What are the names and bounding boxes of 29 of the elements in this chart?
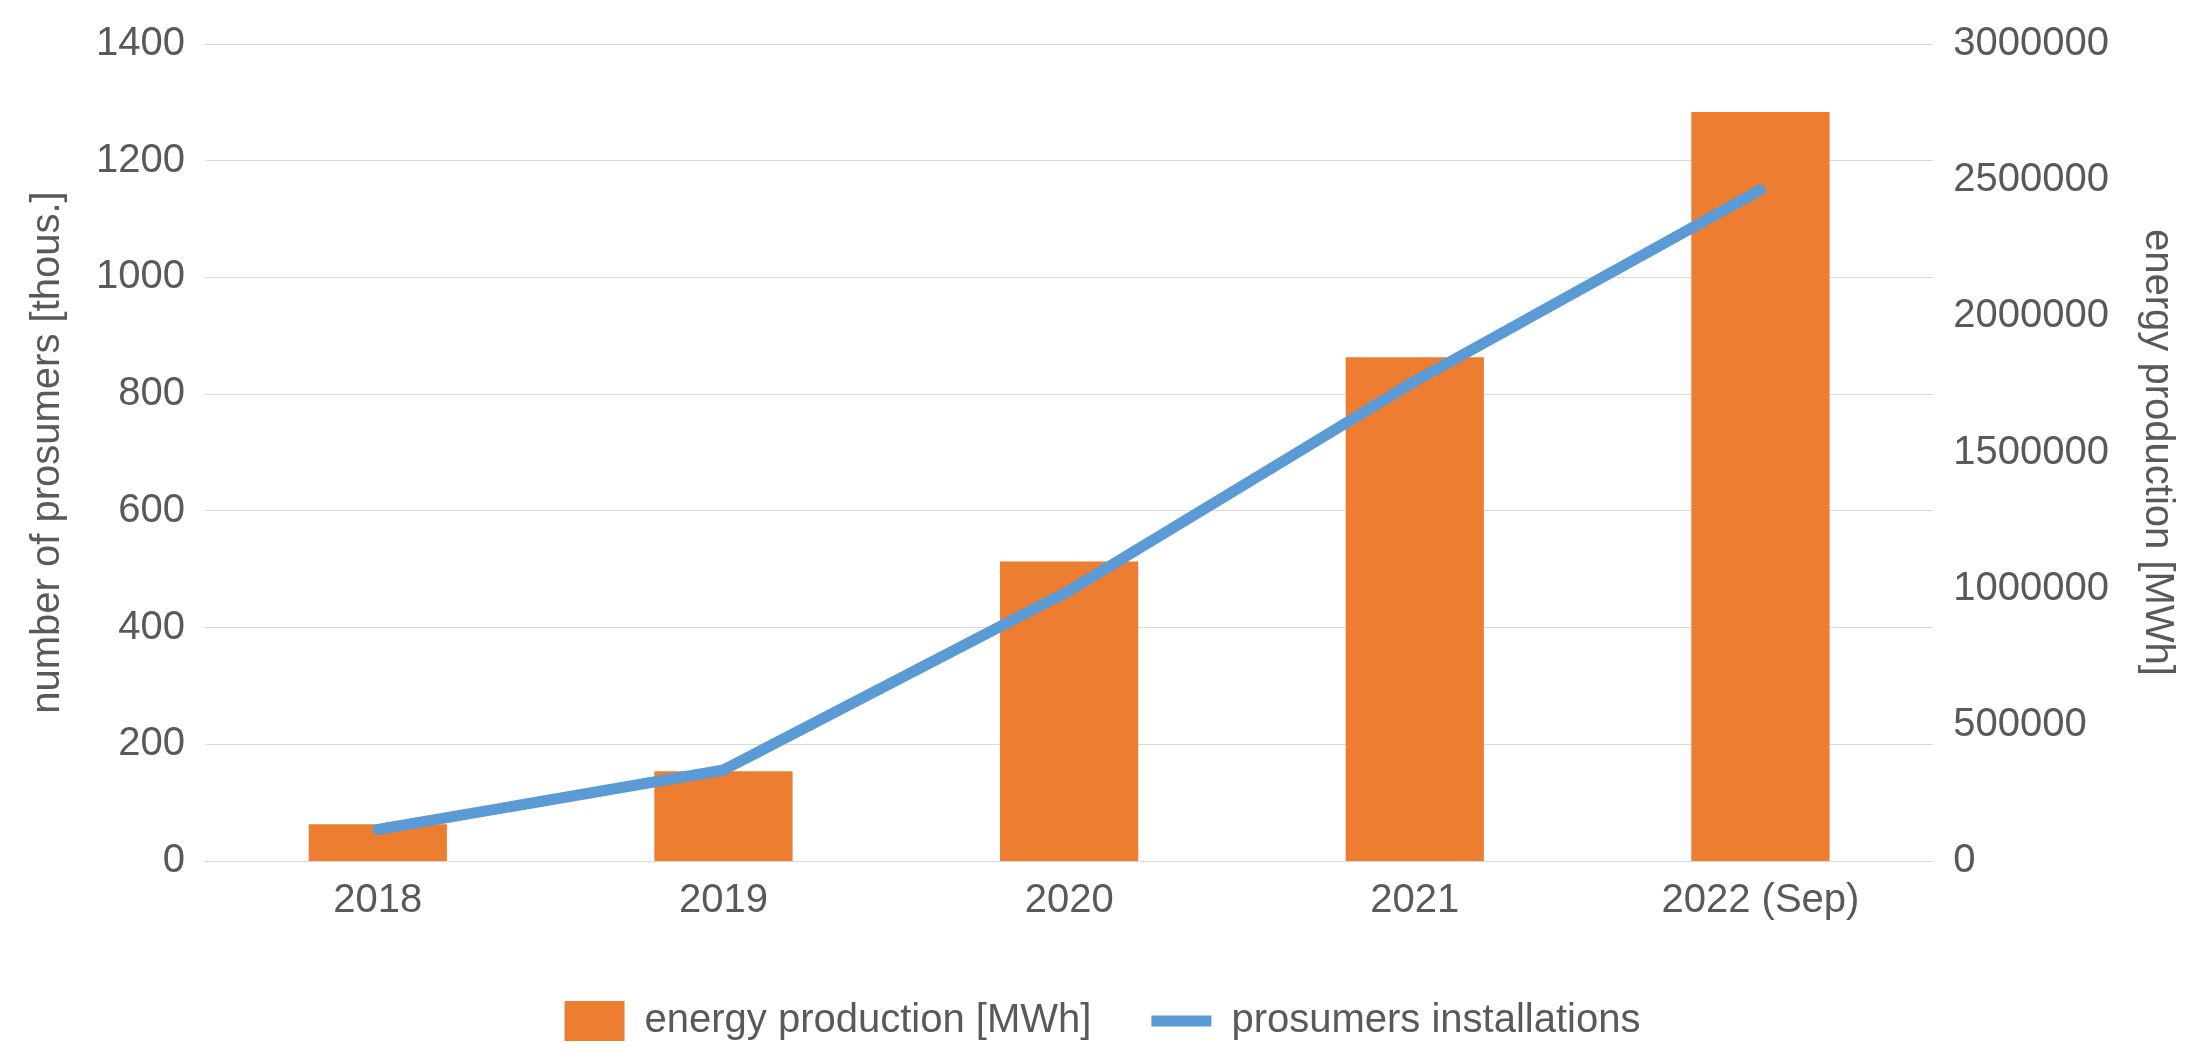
bar	[1691, 112, 1830, 861]
bar	[1345, 357, 1484, 861]
y-tick-label: 600	[118, 485, 185, 530]
y2-axis-title: energy production [MWh]	[2137, 229, 2182, 676]
y2-tick-label: 2000000	[1953, 291, 2110, 336]
x-tick-label: 2021	[1370, 876, 1460, 921]
y2-tick-label: 2500000	[1953, 155, 2110, 200]
y2-tick-label: 1500000	[1953, 427, 2110, 472]
legend-label: prosumers installations	[1231, 996, 1641, 1041]
y2-tick-label: 500000	[1953, 699, 2087, 744]
x-tick-label: 2018	[333, 876, 423, 921]
y2-tick-label: 1000000	[1953, 563, 2110, 608]
y-tick-label: 0	[162, 836, 185, 881]
x-tick-label: 2022 (Sep)	[1661, 876, 1860, 921]
x-tick-label: 2020	[1024, 876, 1114, 921]
y-tick-label: 200	[118, 719, 185, 764]
y-tick-label: 1200	[96, 135, 185, 180]
y-tick-label: 800	[118, 369, 185, 414]
y-tick-label: 1400	[96, 19, 185, 64]
y2-tick-label: 3000000	[1953, 19, 2110, 64]
bar	[654, 771, 793, 861]
y2-tick-label: 0	[1953, 836, 1976, 881]
bar	[1000, 561, 1139, 861]
y-axis-title: number of prosumers [thous.]	[23, 191, 68, 714]
x-tick-label: 2019	[678, 876, 768, 921]
bar	[308, 824, 447, 861]
y-tick-label: 1000	[96, 252, 185, 297]
legend-label: energy production [MWh]	[644, 996, 1092, 1041]
y-tick-label: 400	[118, 602, 185, 647]
